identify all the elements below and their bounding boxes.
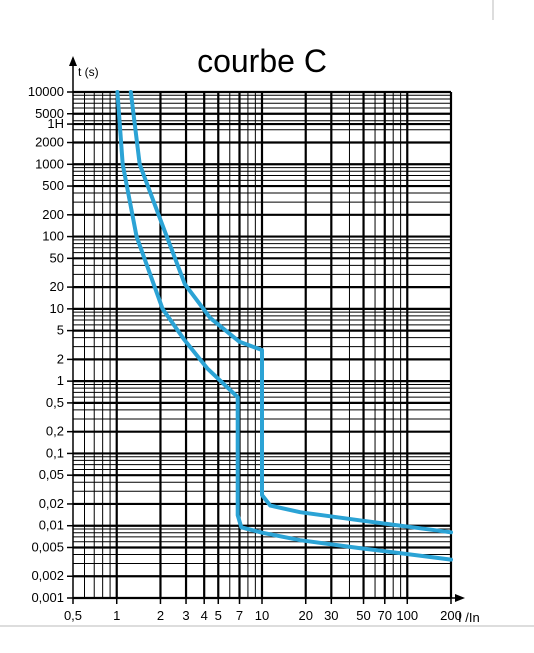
y-tick-label: 500 xyxy=(42,178,64,193)
x-tick-label: 7 xyxy=(236,608,243,623)
chart-title: courbe C xyxy=(197,43,327,79)
y-tick-label: 10000 xyxy=(28,84,64,99)
x-tick-label: 2 xyxy=(157,608,164,623)
x-axis-label: I /In xyxy=(458,610,480,625)
y-tick-label: 20 xyxy=(50,279,64,294)
y-axis-label: t (s) xyxy=(78,65,99,79)
x-tick-label: 1 xyxy=(113,608,120,623)
y-tick-label: 100 xyxy=(42,229,64,244)
x-axis-arrow xyxy=(455,594,465,602)
curve xyxy=(128,90,453,535)
x-tick-label: 200 xyxy=(440,608,462,623)
x-tick-label: 20 xyxy=(298,608,312,623)
y-tick-label: 2000 xyxy=(35,135,64,150)
y-tick-label: 5 xyxy=(57,323,64,338)
y-axis-arrow xyxy=(69,56,77,66)
y-tick-label: 0,2 xyxy=(46,424,64,439)
y-tick-label: 50 xyxy=(50,250,64,265)
x-tick-label: 30 xyxy=(324,608,338,623)
x-tick-label: 3 xyxy=(182,608,189,623)
y-tick-label: 0,001 xyxy=(31,590,64,605)
y-tick-label: 1 xyxy=(57,373,64,388)
x-tick-label: 0,5 xyxy=(64,608,82,623)
y-tick-label: 10 xyxy=(50,301,64,316)
x-tick-label: 10 xyxy=(255,608,269,623)
y-tick-label: 0,002 xyxy=(31,568,64,583)
y-tick-label: 0,02 xyxy=(39,496,64,511)
x-tick-label: 50 xyxy=(356,608,370,623)
x-tick-label: 70 xyxy=(378,608,392,623)
y-tick-label: 1000 xyxy=(35,156,64,171)
x-tick-label: 100 xyxy=(396,608,418,623)
y-tick-label: 0,01 xyxy=(39,518,64,533)
y-tick-label: 2 xyxy=(57,351,64,366)
curve xyxy=(115,90,453,562)
y-tick-label: 1H xyxy=(47,116,64,131)
y-tick-label: 0,05 xyxy=(39,467,64,482)
y-tick-label: 5000 xyxy=(35,106,64,121)
x-tick-label: 4 xyxy=(201,608,208,623)
y-tick-label: 0,5 xyxy=(46,395,64,410)
y-tick-label: 200 xyxy=(42,207,64,222)
y-tick-label: 0,005 xyxy=(31,539,64,554)
y-tick-label: 0,1 xyxy=(46,445,64,460)
x-tick-label: 5 xyxy=(215,608,222,623)
